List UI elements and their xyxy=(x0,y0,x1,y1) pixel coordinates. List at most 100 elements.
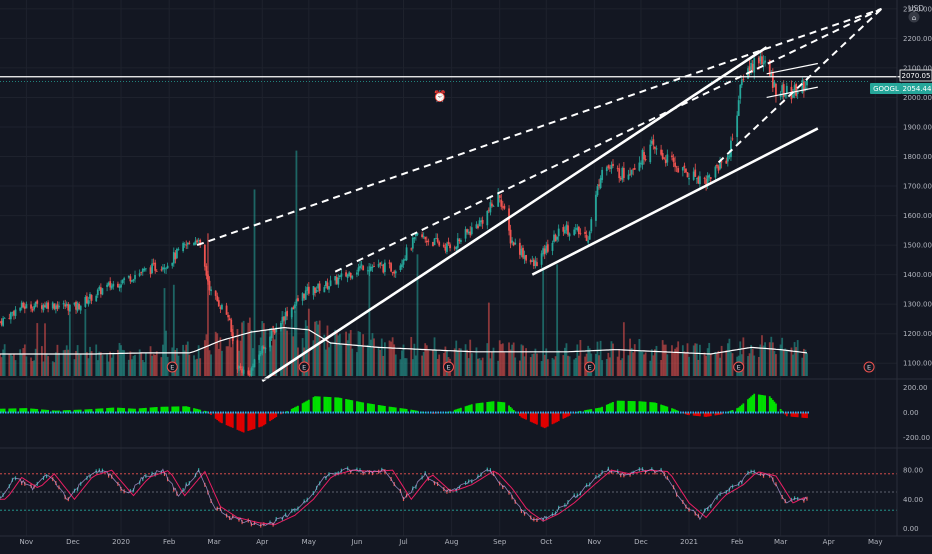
volume-bar-35 xyxy=(75,351,77,376)
volume-bar-8 xyxy=(15,360,17,376)
candle-body-99 xyxy=(215,291,217,296)
candle-body-349 xyxy=(758,58,760,64)
candle-body-127 xyxy=(274,330,276,334)
volume-bar-51 xyxy=(109,352,111,376)
candle-body-152 xyxy=(328,286,330,289)
macd-bar-246 xyxy=(533,413,535,424)
candle-body-187 xyxy=(404,259,406,260)
candle-body-200 xyxy=(434,238,436,245)
macd-bar-249 xyxy=(541,413,543,427)
candle-body-263 xyxy=(569,233,571,236)
volume-bar-17 xyxy=(35,349,37,376)
volume-bar-231 xyxy=(500,344,502,376)
volume-bar-326 xyxy=(707,348,709,376)
candle-body-36 xyxy=(77,303,79,311)
volume-bar-34 xyxy=(74,359,76,376)
candle-body-172 xyxy=(372,267,374,268)
volume-bar-203 xyxy=(438,355,440,376)
candle-body-90 xyxy=(195,241,197,245)
volume-bar-7 xyxy=(13,353,15,376)
candle-body-19 xyxy=(41,305,43,309)
volume-bar-155 xyxy=(336,331,338,376)
candle-body-39 xyxy=(84,297,86,307)
macd-bar-349 xyxy=(758,395,760,413)
candle-body-106 xyxy=(229,319,231,321)
volume-bar-242 xyxy=(524,356,526,376)
candle-body-311 xyxy=(674,162,676,166)
candle-body-42 xyxy=(89,294,91,299)
macd-bar-170 xyxy=(368,404,370,413)
volume-bar-192 xyxy=(415,356,417,376)
candle-body-107 xyxy=(230,320,232,332)
volume-bar-102 xyxy=(219,337,221,376)
volume-bar-95 xyxy=(206,334,208,376)
candle-body-310 xyxy=(673,158,675,162)
candle-body-283 xyxy=(612,164,614,166)
candle-body-101 xyxy=(218,300,220,306)
macd-bar-283 xyxy=(612,402,614,413)
candle-body-146 xyxy=(316,290,318,292)
volume-bar-49 xyxy=(106,354,108,376)
candle-body-316 xyxy=(685,169,687,173)
volume-bar-76 xyxy=(164,288,166,376)
candle-body-211 xyxy=(457,238,459,248)
x-tick-label-1: Dec xyxy=(66,538,80,546)
candle-body-296 xyxy=(642,150,644,165)
candle-body-212 xyxy=(458,240,460,241)
candle-body-160 xyxy=(347,274,349,278)
candle-body-105 xyxy=(227,315,229,317)
settings-icon[interactable]: ⌂ xyxy=(909,12,920,23)
macd-bar-252 xyxy=(545,413,547,428)
macd-bar-155 xyxy=(336,397,338,412)
candle-body-137 xyxy=(296,300,298,304)
volume-bar-252 xyxy=(545,348,547,376)
macd-bar-176 xyxy=(381,406,383,413)
volume-bar-120 xyxy=(260,337,262,376)
macd-bar-247 xyxy=(535,413,537,424)
macd-bar-216 xyxy=(468,405,470,412)
candle-body-326 xyxy=(707,176,709,185)
candle-body-175 xyxy=(379,263,381,265)
alarm-clock-icon[interactable]: ⏰ xyxy=(433,89,447,103)
candle-body-24 xyxy=(52,303,54,309)
candle-body-103 xyxy=(221,305,223,309)
candle-body-331 xyxy=(718,166,720,170)
macd-bar-298 xyxy=(645,402,647,413)
macd-bar-355 xyxy=(770,398,772,412)
macd-bar-279 xyxy=(606,405,608,413)
macd-bar-291 xyxy=(631,401,633,412)
macd-bar-342 xyxy=(741,405,743,413)
macd-bar-150 xyxy=(325,397,327,413)
volume-bar-50 xyxy=(108,362,110,376)
volume-bar-62 xyxy=(133,356,135,376)
volume-bar-366 xyxy=(794,342,796,376)
volume-bar-256 xyxy=(555,356,557,376)
candle-body-144 xyxy=(313,286,315,295)
macd-bar-168 xyxy=(362,403,364,413)
candle-body-257 xyxy=(556,237,558,240)
price-tick-label-5: 1600.00 xyxy=(903,212,932,220)
candle-body-203 xyxy=(438,242,440,246)
candle-body-352 xyxy=(763,62,765,64)
volume-bar-85 xyxy=(184,351,186,376)
volume-bar-323 xyxy=(699,345,701,376)
volume-bar-132 xyxy=(285,328,287,376)
candle-body-321 xyxy=(696,178,698,179)
volume-bar-93 xyxy=(199,358,201,376)
volume-bar-336 xyxy=(728,339,730,376)
candle-body-361 xyxy=(783,84,785,97)
macd-bar-292 xyxy=(632,401,634,412)
macd-bar-354 xyxy=(769,396,771,412)
volume-bar-106 xyxy=(229,339,231,376)
volume-bar-53 xyxy=(112,353,114,376)
macd-bar-220 xyxy=(477,403,479,412)
volume-bar-179 xyxy=(389,341,391,376)
candle-body-115 xyxy=(249,374,251,375)
volume-bar-220 xyxy=(477,359,479,376)
earnings-marker-label-1: E xyxy=(302,364,306,372)
x-tick-label-8: Jul xyxy=(398,538,408,546)
volume-bar-68 xyxy=(145,353,147,376)
volume-bar-69 xyxy=(150,346,152,376)
